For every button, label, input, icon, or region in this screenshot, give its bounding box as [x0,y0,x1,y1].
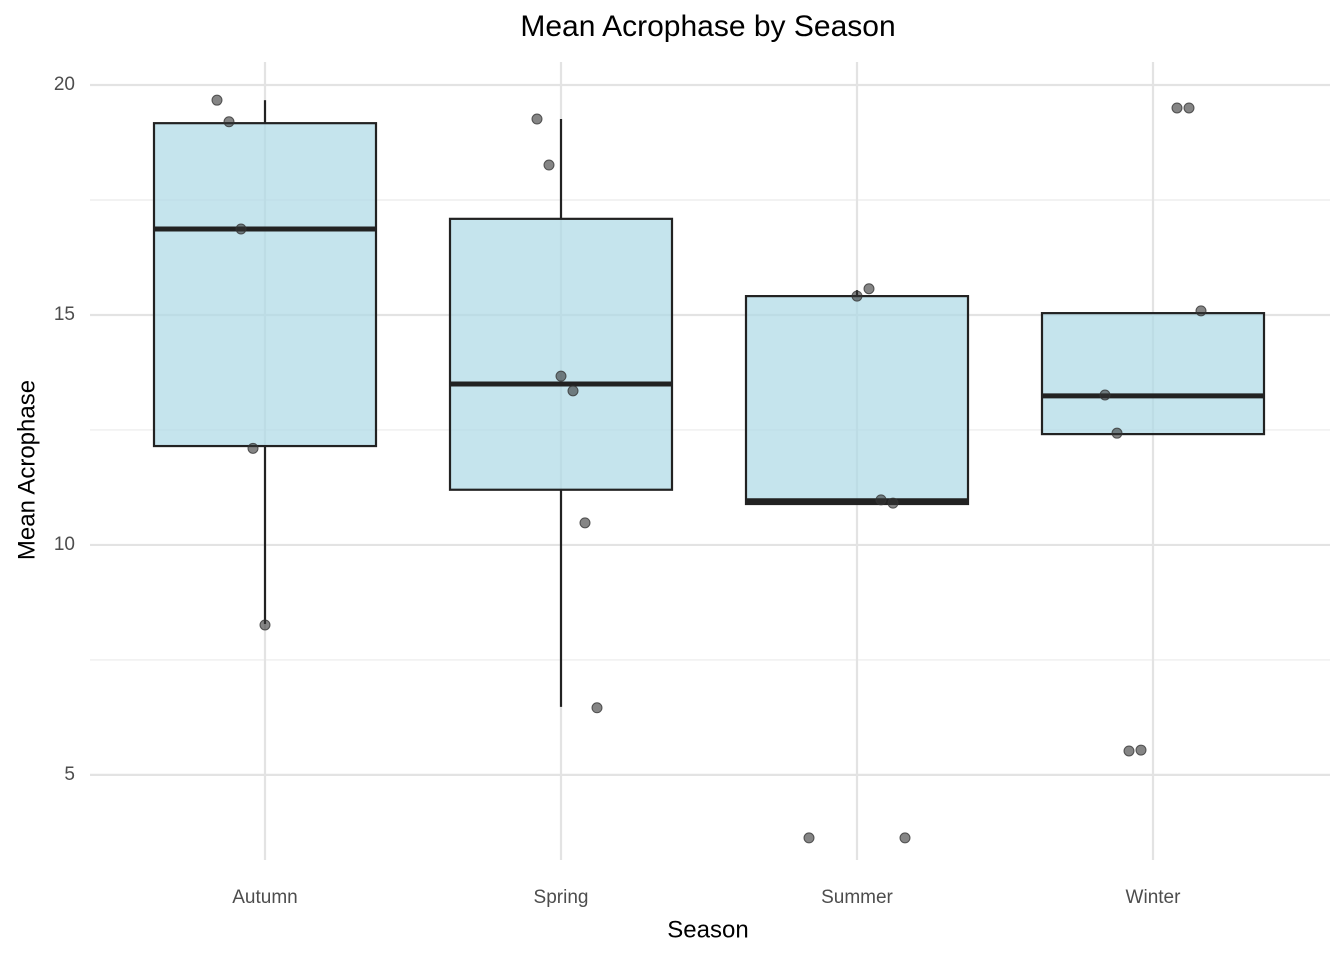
data-point [579,517,591,529]
y-tick-label: 15 [54,304,75,325]
data-point [259,619,271,631]
data-point [1135,744,1147,756]
chart-title: Mean Acrophase by Season [520,10,895,43]
y-axis-title: Mean Acrophase [13,380,40,560]
data-point [543,159,555,171]
box [448,217,674,491]
data-point [235,223,247,235]
data-point [875,494,887,506]
data-point [211,94,223,106]
data-point [247,442,259,454]
y-tick-label: 20 [54,74,75,95]
data-point [567,385,579,397]
data-point [851,290,863,302]
data-point [1111,427,1123,439]
data-point [887,497,899,509]
data-point [591,702,603,714]
data-point [1183,102,1195,114]
data-point [863,283,875,295]
box [152,122,378,448]
data-point [803,832,815,844]
x-tick-label: Winter [1126,887,1182,908]
x-tick-label: Summer [821,887,893,908]
data-point [899,832,911,844]
box [744,295,970,506]
data-point [555,370,567,382]
data-point [223,116,235,128]
y-tick-label: 5 [64,764,75,785]
data-point [531,113,543,125]
box [1040,312,1266,436]
data-point [1123,745,1135,757]
x-axis-title: Season [667,916,748,943]
x-tick-label: Autumn [232,887,297,908]
y-tick-label: 10 [54,534,75,555]
data-point [1099,389,1111,401]
x-tick-label: Spring [534,887,589,908]
data-point [1171,102,1183,114]
data-point [1195,305,1207,317]
